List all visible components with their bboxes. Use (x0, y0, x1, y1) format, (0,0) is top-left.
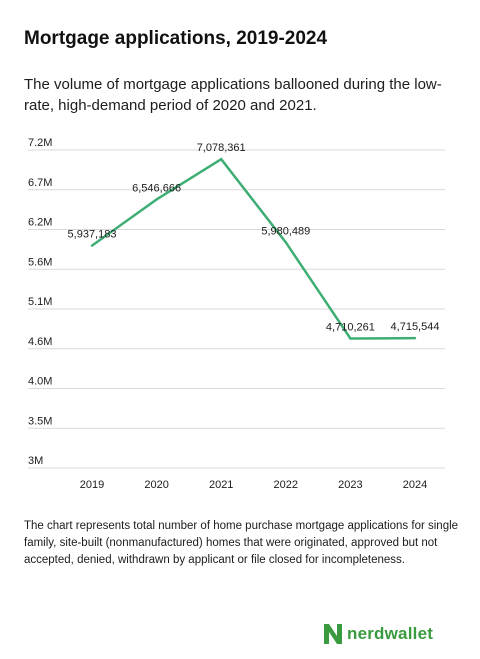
y-tick-label: 3.5M (28, 415, 52, 427)
y-tick-label: 6.7M (28, 177, 52, 189)
x-tick-label: 2020 (144, 479, 168, 491)
x-tick-label: 2022 (274, 479, 298, 491)
chart-area: 3M 3.5M 4.0M 4.6M 5.1M 5.6M 6.2M 6.7M 7.2M 2019 20… (0, 135, 480, 500)
series-line (91, 157, 416, 340)
data-point (155, 198, 158, 201)
data-point (90, 244, 94, 247)
data-label: 5,937,183 (68, 229, 117, 241)
data-label: 4,710,261 (326, 322, 375, 334)
chart-title: Mortgage applications, 2019-2024 (24, 28, 328, 49)
data-point (413, 336, 417, 340)
data-label: 6,546,666 (132, 182, 181, 194)
data-point (284, 241, 287, 244)
data-point (349, 337, 352, 340)
x-tick-label: 2023 (338, 479, 362, 491)
data-label: 5,980,489 (261, 225, 310, 237)
nerdwallet-logo-mark (324, 624, 342, 644)
x-tick-label: 2024 (403, 479, 427, 491)
y-tick-label: 3M (28, 455, 43, 467)
data-label: 4,715,544 (391, 321, 440, 333)
footnote: The chart represents total number of hom… (24, 520, 459, 566)
data-label: 7,078,361 (197, 142, 246, 154)
line-chart: 3M 3.5M 4.0M 4.6M 5.1M 5.6M 6.2M 6.7M 7.2M 2019 20… (28, 137, 445, 491)
y-tick-label: 5.6M (28, 256, 52, 268)
chart-subtitle: The volume of mortgage applications ball… (24, 76, 442, 114)
nerdwallet-wordmark: nerdwallet (347, 624, 434, 643)
y-tick-label: 4.6M (28, 336, 52, 348)
y-tick-label: 4.0M (28, 376, 52, 388)
y-tick-label: 6.2M (28, 217, 52, 229)
data-point (220, 158, 223, 161)
x-tick-label: 2021 (209, 479, 233, 491)
y-tick-label: 7.2M (28, 137, 52, 149)
nerdwallet-logo[interactable]: nerdwallet (324, 622, 433, 646)
x-tick-label: 2019 (80, 479, 104, 491)
y-tick-label: 5.1M (28, 296, 52, 308)
